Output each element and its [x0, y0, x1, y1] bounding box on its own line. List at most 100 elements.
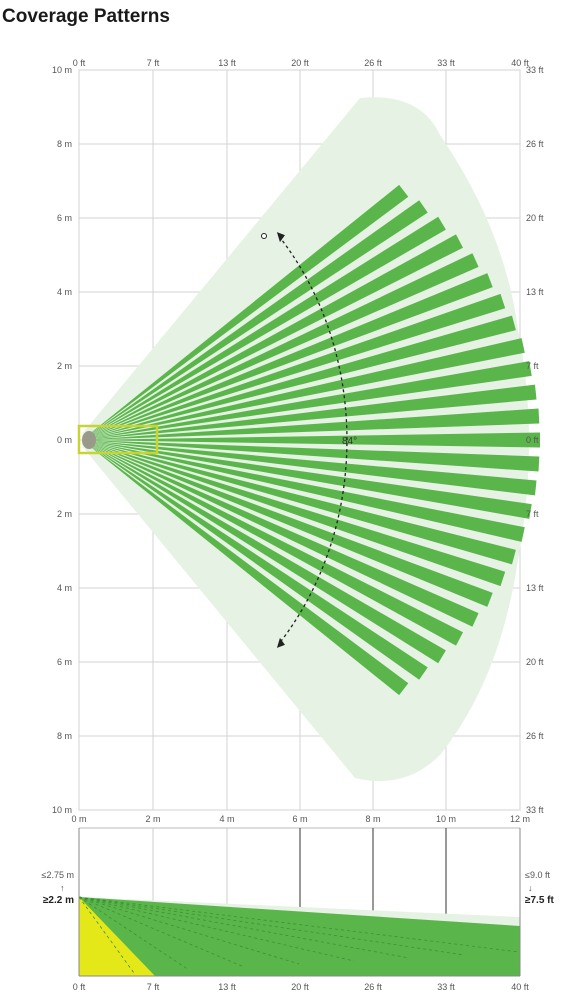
side-axis-tick: 33 ft — [437, 982, 455, 992]
side-axis-tick: 13 ft — [218, 982, 236, 992]
bottom-axis-tick: 4 m — [219, 814, 234, 824]
beam — [82, 440, 479, 627]
side-beam-line — [78, 896, 465, 956]
side-left-top-label: ≤2.75 m — [42, 870, 74, 880]
beam — [82, 253, 479, 440]
side-beam-line — [78, 896, 190, 971]
beam — [82, 440, 532, 519]
beam — [82, 216, 446, 440]
beam — [82, 440, 446, 664]
side-beam-line — [78, 896, 520, 953]
beam — [82, 273, 493, 440]
angle-label: 84° — [342, 436, 357, 447]
bottom-axis-tick: 0 m — [71, 814, 86, 824]
angle-arrow-top — [276, 232, 285, 243]
beam — [82, 361, 532, 440]
top-view: 84° 0 ft 7 ft 13 ft 20 ft 26 ft 33 ft 40 ft 0 … — [52, 58, 544, 824]
side-right-arrow-icon: ↓ — [528, 883, 533, 893]
side-axis-tick: 0 ft — [73, 982, 86, 992]
beam — [82, 440, 428, 680]
right-axis-tick: 7 ft — [526, 361, 539, 371]
beam — [82, 384, 537, 440]
left-axis-tick: 10 m — [52, 805, 72, 815]
top-axis-tick: 20 ft — [291, 58, 309, 68]
left-axis-tick: 6 m — [57, 213, 72, 223]
bottom-axis-tick: 8 m — [365, 814, 380, 824]
beam — [82, 293, 506, 440]
side-right-bottom-label: ≥7.5 ft — [525, 895, 554, 906]
side-beam-line — [78, 896, 300, 965]
right-axis-tick: 0 ft — [526, 435, 539, 445]
right-axis-tick: 20 ft — [526, 657, 544, 667]
left-axis-tick: 4 m — [57, 287, 72, 297]
top-axis-tick: 40 ft — [511, 58, 529, 68]
angle-arc — [278, 235, 348, 645]
beam — [82, 440, 409, 696]
right-axis-tick: 26 ft — [526, 731, 544, 741]
beam — [82, 338, 525, 440]
bottom-axis-tick: 10 m — [436, 814, 456, 824]
left-axis-tick: 6 m — [57, 657, 72, 667]
beam — [82, 440, 525, 542]
beam — [82, 200, 428, 440]
right-axis-tick: 33 ft — [526, 805, 544, 815]
top-axis-tick: 13 ft — [218, 58, 236, 68]
side-axis-tick: 20 ft — [291, 982, 309, 992]
detector-sensor-icon — [82, 431, 96, 449]
beam — [82, 440, 463, 646]
bottom-axis-tick: 2 m — [145, 814, 160, 824]
top-axis-labels: 0 ft 7 ft 13 ft 20 ft 26 ft 33 ft 40 ft — [73, 58, 530, 68]
bottom-axis-labels: 0 m 2 m 4 m 6 m 8 m 10 m 12 m — [71, 814, 530, 824]
right-axis-tick: 26 ft — [526, 139, 544, 149]
beam — [82, 408, 540, 440]
left-axis-tick: 4 m — [57, 583, 72, 593]
beam — [82, 432, 540, 448]
bottom-axis-tick: 6 m — [292, 814, 307, 824]
side-bottom-axis-labels: 0 ft 7 ft 13 ft 20 ft 26 ft 33 ft 40 ft — [73, 982, 530, 992]
side-beam-line — [78, 896, 135, 974]
left-axis-tick: 0 m — [57, 435, 72, 445]
detector-mount-outline — [77, 424, 159, 455]
left-axis-tick: 8 m — [57, 731, 72, 741]
left-axis-tick: 2 m — [57, 361, 72, 371]
side-beam-line — [78, 896, 355, 962]
top-axis-tick: 33 ft — [437, 58, 455, 68]
top-axis-tick: 26 ft — [364, 58, 382, 68]
right-axis-tick: 7 ft — [526, 509, 539, 519]
beam — [82, 184, 409, 440]
bottom-axis-tick: 12 m — [510, 814, 530, 824]
left-axis-tick: 10 m — [52, 65, 72, 75]
side-coverage-yellow — [79, 897, 155, 976]
left-axis-tick: 8 m — [57, 139, 72, 149]
beam — [82, 440, 516, 565]
side-axis-tick: 7 ft — [147, 982, 160, 992]
angle-arc-end-marker — [261, 233, 267, 239]
detection-beams — [82, 184, 540, 696]
beam — [82, 440, 540, 472]
side-beam-line — [78, 896, 410, 959]
side-left-bottom-label: ≥2.2 m — [43, 895, 74, 906]
beam — [82, 440, 537, 496]
beam — [82, 315, 516, 440]
side-view: ≤2.75 m ≥2.2 m ↑ ≤9.0 ft ≥7.5 ft ↓ 0 ft 7… — [42, 827, 554, 992]
side-right-top-label: ≤9.0 ft — [525, 870, 550, 880]
left-axis-labels: 10 m 8 m 6 m 4 m 2 m 0 m 2 m 4 m 6 m 8 m 10 m — [52, 65, 72, 815]
right-axis-labels: 33 ft 26 ft 20 ft 13 ft 7 ft 0 ft 7 ft 13 ft 20 … — [526, 65, 544, 815]
side-left-arrow-icon: ↑ — [60, 883, 65, 893]
beam — [82, 440, 506, 587]
top-axis-tick: 7 ft — [147, 58, 160, 68]
side-coverage-green — [79, 897, 520, 976]
top-axis-tick: 0 ft — [73, 58, 86, 68]
left-axis-tick: 2 m — [57, 509, 72, 519]
right-axis-tick: 20 ft — [526, 213, 544, 223]
page-title: Coverage Patterns — [2, 6, 170, 27]
beam — [82, 440, 493, 607]
side-axis-tick: 26 ft — [364, 982, 382, 992]
side-beam-lines — [78, 896, 520, 974]
beam — [82, 234, 463, 440]
angle-arrow-bottom — [276, 637, 285, 648]
right-axis-tick: 33 ft — [526, 65, 544, 75]
side-axis-tick: 40 ft — [511, 982, 529, 992]
right-axis-tick: 13 ft — [526, 287, 544, 297]
